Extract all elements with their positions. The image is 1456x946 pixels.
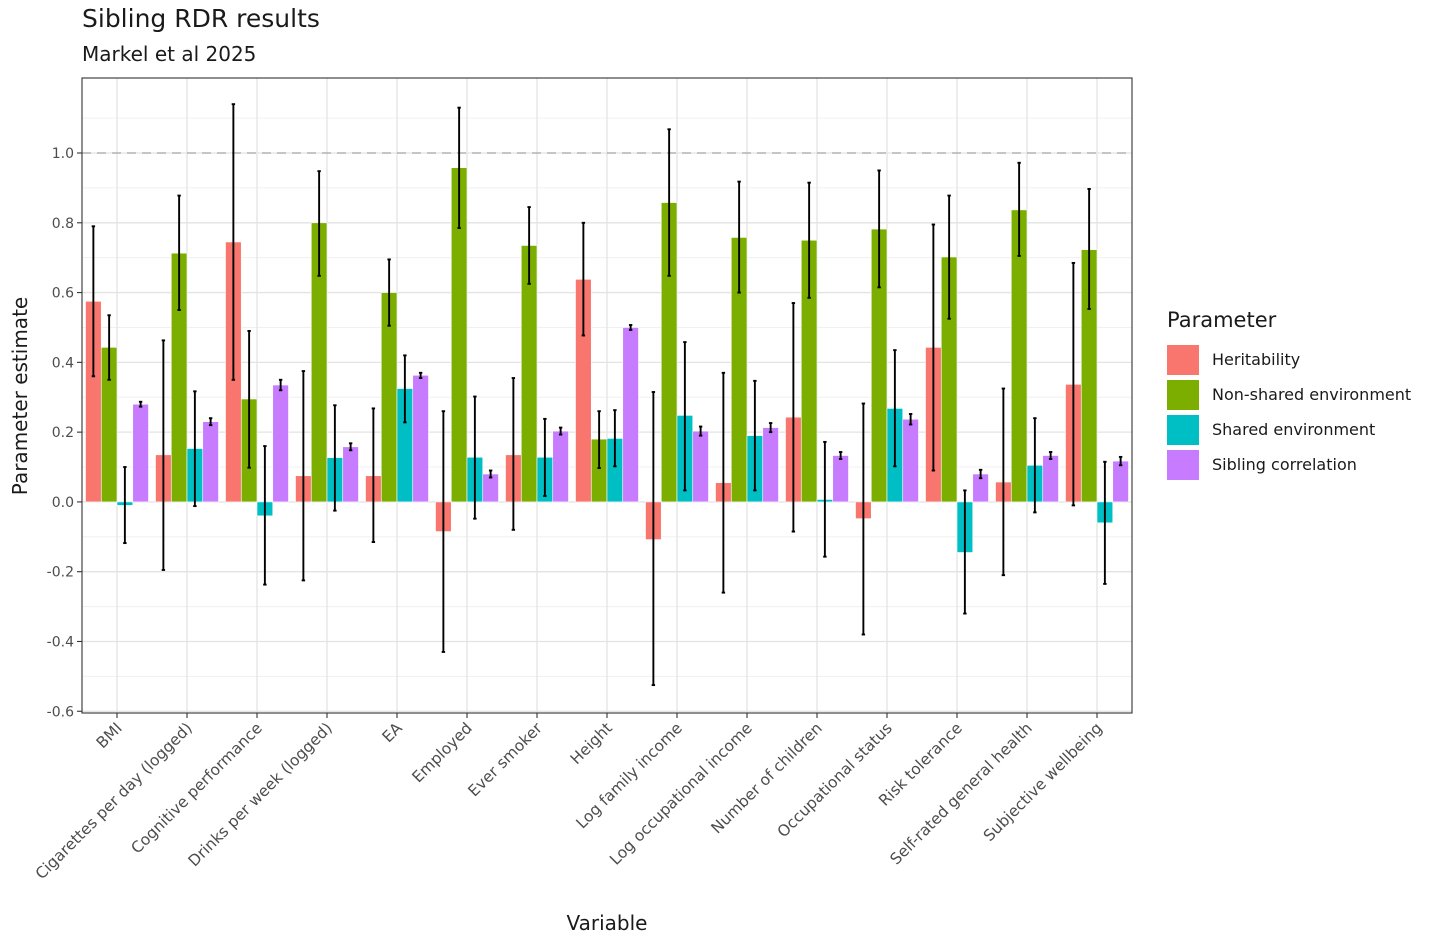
legend-label: Shared environment [1212,420,1376,439]
x-tick-label: BMI [93,719,126,752]
y-axis-label: Parameter estimate [8,297,32,495]
x-tick-label: Cognitive performance [128,719,266,857]
x-tick-label: Ever smoker [465,719,547,801]
error-bars [91,103,1123,687]
bar [202,421,219,503]
y-tick-label: 0.0 [52,495,74,511]
legend-label: Heritability [1212,350,1301,369]
bar [342,446,359,503]
chart-subtitle: Markel et al 2025 [82,42,257,66]
legend-item-sibling-correlation: Sibling correlation [1167,447,1411,482]
y-tick-label: 1.0 [52,146,74,162]
bar [1112,460,1129,503]
bar [902,418,919,503]
legend-swatch [1167,414,1199,445]
x-axis-label: Variable [567,911,648,935]
y-tick-label: 0.2 [52,425,74,441]
legend-item-heritability: Heritability [1167,342,1411,377]
bar [552,430,569,503]
legend-item-non-shared-environment: Non-shared environment [1167,377,1411,412]
y-tick-label: 0.8 [52,216,74,232]
bar [1042,455,1059,503]
bar [762,427,779,503]
legend-swatch [1167,449,1199,480]
chart-title: Sibling RDR results [82,4,320,33]
legend-label: Sibling correlation [1212,455,1357,474]
y-tick-label: -0.6 [47,704,74,720]
bar [272,384,289,503]
x-tick-label: Occupational status [774,719,896,841]
x-tick-label: Log occupational income [606,719,756,869]
x-tick-label: Height [567,719,616,768]
bar [132,403,149,503]
x-tick-label: Self-rated general health [887,719,1036,868]
legend-title: Parameter [1167,308,1277,332]
x-tick-label: Subjective wellbeing [980,719,1106,845]
x-tick-label: EA [379,719,406,746]
legend: Parameter Heritability Non-shared enviro… [1167,308,1411,482]
bar [622,327,639,503]
y-tick-label: 0.6 [52,286,74,302]
legend-swatch [1167,379,1199,410]
y-tick-label: 0.4 [52,355,74,371]
bar-chart: -0.6-0.4-0.20.00.20.40.60.81.0BMICigaret… [8,77,1133,935]
legend-label: Non-shared environment [1212,385,1412,404]
y-tick-label: -0.4 [47,634,74,650]
x-tick-label: Employed [409,719,476,786]
legend-swatch [1167,344,1199,375]
bar [832,455,849,503]
bar [692,430,709,503]
y-tick-label: -0.2 [47,565,74,581]
x-tick-label: Drinks per week (logged) [185,719,336,870]
bar [412,374,429,503]
legend-item-shared-environment: Shared environment [1167,412,1411,447]
